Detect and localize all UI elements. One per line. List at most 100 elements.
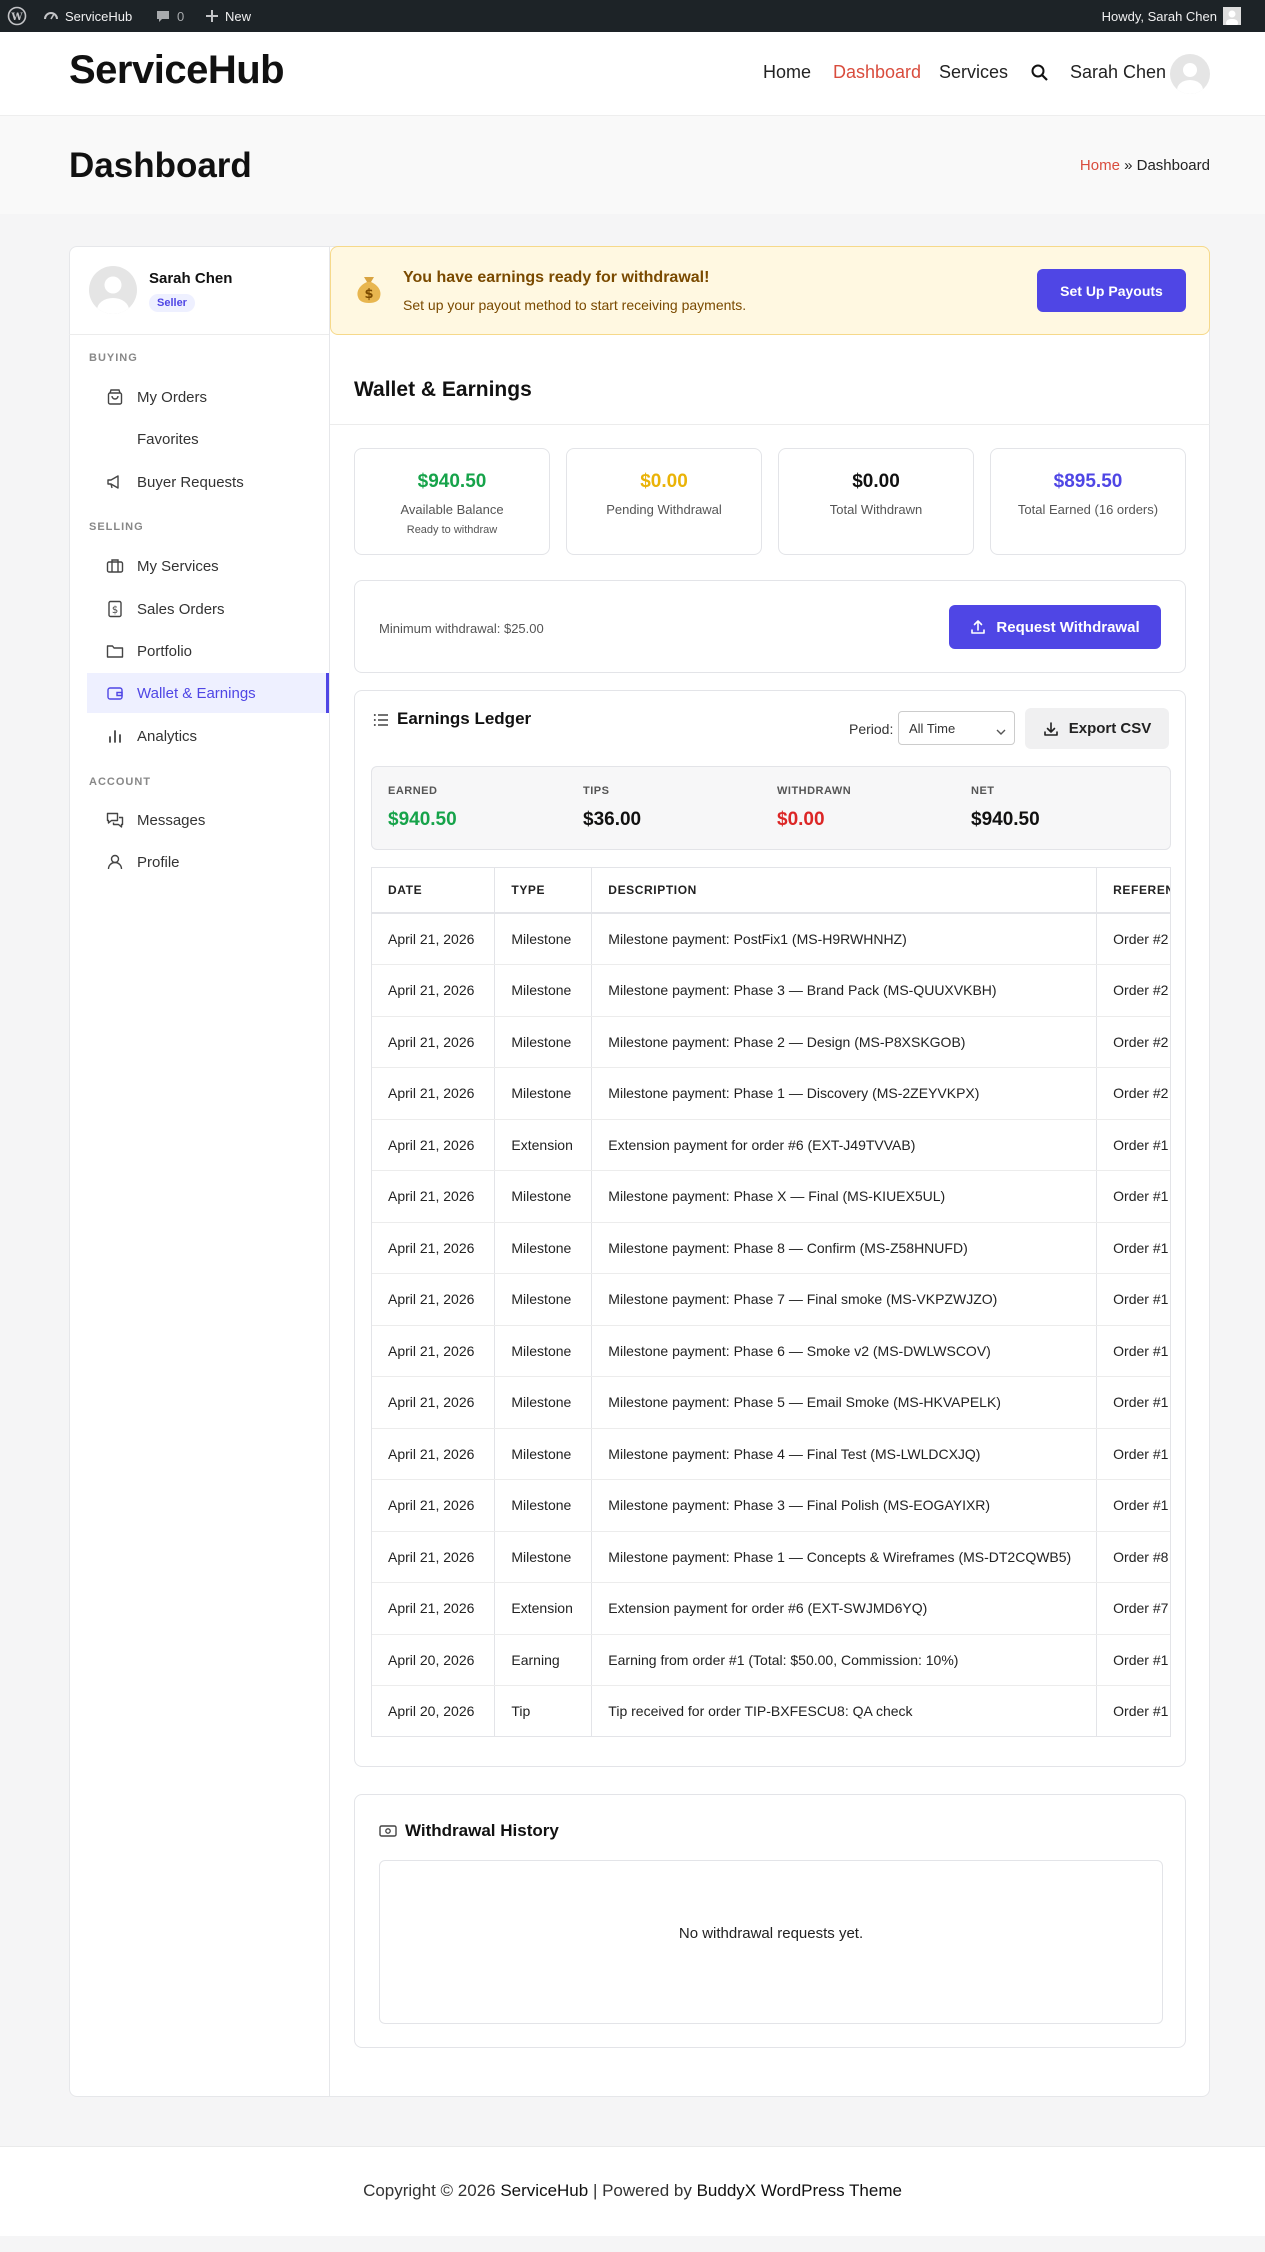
sidebar-item-analytics[interactable]: Analytics bbox=[87, 716, 329, 756]
page-title: Dashboard bbox=[69, 146, 252, 185]
stat-label: Pending Withdrawal bbox=[606, 502, 722, 517]
column-header-date: DATE bbox=[372, 868, 496, 914]
stat-value: $940.50 bbox=[417, 471, 487, 492]
sidebar-item-buyer-requests[interactable]: Buyer Requests bbox=[87, 462, 329, 502]
cell-date: April 21, 2026 bbox=[372, 1222, 496, 1274]
sidebar-item-portfolio[interactable]: Portfolio bbox=[87, 631, 329, 671]
cell-date: April 20, 2026 bbox=[372, 1634, 496, 1686]
ledger-table-scroll[interactable]: DATE TYPE DESCRIPTION REFERENCE April 21… bbox=[371, 867, 1171, 1737]
setup-payouts-button[interactable]: Set Up Payouts bbox=[1037, 269, 1186, 312]
cell-date: April 21, 2026 bbox=[372, 913, 496, 965]
stat-total-earned: $895.50 Total Earned (16 orders) bbox=[990, 448, 1186, 555]
summary-earned: EARNED $940.50 bbox=[388, 785, 457, 831]
admin-comments-link[interactable]: 0 bbox=[155, 0, 184, 32]
cell-date: April 21, 2026 bbox=[372, 1376, 496, 1429]
stat-value: $0.00 bbox=[640, 471, 688, 492]
cell-reference: Order #1 bbox=[1096, 1222, 1170, 1274]
export-csv-button[interactable]: Export CSV bbox=[1025, 708, 1169, 749]
svg-text:$: $ bbox=[364, 287, 373, 302]
comments-count: 0 bbox=[177, 8, 185, 24]
cell-date: April 21, 2026 bbox=[372, 1428, 496, 1480]
cell-description: Earning from order #1 (Total: $50.00, Co… bbox=[591, 1634, 1098, 1686]
period-select[interactable]: All Time bbox=[898, 711, 1015, 745]
table-row: April 21, 2026 Milestone Milestone payment… bbox=[372, 964, 1170, 1017]
sidebar-item-my-services[interactable]: My Services bbox=[87, 546, 329, 586]
admin-new-link[interactable]: New bbox=[205, 0, 251, 32]
withdrawal-request-box: Minimum withdrawal: $25.00 Request Withd… bbox=[354, 580, 1186, 673]
header-avatar[interactable] bbox=[1170, 54, 1210, 94]
ledger-table-body: April 21, 2026 Milestone Milestone payment… bbox=[372, 913, 1170, 1736]
table-row: April 21, 2026 Milestone Milestone payment… bbox=[372, 913, 1170, 965]
cell-description: Milestone payment: Phase 6 — Smoke v2 (M… bbox=[591, 1325, 1098, 1377]
footer-site-link[interactable]: ServiceHub bbox=[500, 2181, 589, 2200]
sidebar-divider bbox=[69, 334, 329, 335]
cell-type: Extension bbox=[494, 1582, 593, 1635]
cell-type: Milestone bbox=[494, 1067, 593, 1120]
sidebar-item-profile[interactable]: Profile bbox=[87, 842, 329, 882]
cell-type: Milestone bbox=[494, 1273, 593, 1326]
earnings-ledger: Earnings Ledger Period: All Time Export … bbox=[354, 690, 1186, 1767]
summary-label: WITHDRAWN bbox=[777, 785, 852, 797]
table-row: April 21, 2026 Milestone Milestone payment… bbox=[372, 1325, 1170, 1377]
howdy-text: Howdy, Sarah Chen bbox=[1101, 8, 1217, 24]
bottom-strip bbox=[0, 2236, 1265, 2252]
period-label: Period: bbox=[849, 721, 894, 737]
money-bag-icon: $ bbox=[355, 274, 383, 312]
page-title-bar: Dashboard Home » Dashboard bbox=[0, 115, 1265, 214]
withdrawal-history-title: Withdrawal History bbox=[405, 1821, 559, 1840]
wordpress-logo-icon[interactable]: W bbox=[7, 0, 27, 32]
sidebar-item-my-orders[interactable]: My Orders bbox=[87, 377, 329, 417]
cell-description: Extension payment for order #6 (EXT-SWJM… bbox=[591, 1582, 1098, 1635]
cell-reference: Order #2 bbox=[1096, 1067, 1170, 1120]
footer-separator: | Powered by bbox=[588, 2181, 697, 2200]
minimum-withdrawal-text: Minimum withdrawal: $25.00 bbox=[379, 621, 544, 636]
summary-value: $940.50 bbox=[971, 809, 1040, 830]
cell-reference: Order #1 bbox=[1096, 1273, 1170, 1326]
table-row: April 21, 2026 Milestone Milestone payment… bbox=[372, 1222, 1170, 1274]
cell-reference: Order #1 bbox=[1096, 1325, 1170, 1377]
sidebar-item-messages[interactable]: Messages bbox=[87, 800, 329, 840]
admin-site-link[interactable]: ServiceHub bbox=[43, 0, 132, 32]
nav-services[interactable]: Services bbox=[939, 62, 1009, 82]
nav-home[interactable]: Home bbox=[763, 62, 812, 82]
sidebar-item-label: Analytics bbox=[137, 727, 198, 745]
admin-new-label: New bbox=[225, 8, 252, 24]
stat-available-balance: $940.50 Available Balance Ready to withd… bbox=[354, 448, 550, 555]
cell-description: Milestone payment: Phase 3 — Final Polis… bbox=[591, 1479, 1098, 1532]
briefcase-icon bbox=[105, 556, 125, 576]
sidebar-item-wallet-earnings[interactable]: Wallet & Earnings bbox=[87, 673, 329, 713]
table-row: April 21, 2026 Milestone Milestone payment… bbox=[372, 1479, 1170, 1532]
request-withdrawal-label: Request Withdrawal bbox=[996, 618, 1140, 636]
nav-dashboard[interactable]: Dashboard bbox=[833, 62, 922, 82]
sidebar-item-sales-orders[interactable]: $ Sales Orders bbox=[87, 589, 329, 629]
footer-theme-link[interactable]: BuddyX WordPress Theme bbox=[696, 2181, 902, 2200]
summary-value: $940.50 bbox=[388, 809, 457, 830]
empty-state-text: No withdrawal requests yet. bbox=[678, 1925, 864, 1942]
table-row: April 20, 2026 Tip Tip received for order … bbox=[372, 1685, 1170, 1736]
withdrawal-history: Withdrawal History No withdrawal request… bbox=[354, 1794, 1186, 2048]
summary-label: NET bbox=[971, 785, 995, 797]
search-icon[interactable] bbox=[1030, 63, 1050, 88]
breadcrumb-separator: » bbox=[1119, 157, 1137, 174]
bar-chart-icon bbox=[105, 726, 125, 746]
breadcrumb-home[interactable]: Home bbox=[1079, 157, 1120, 174]
cell-date: April 21, 2026 bbox=[372, 1479, 496, 1532]
sidebar-item-label: Messages bbox=[137, 811, 206, 829]
cell-date: April 21, 2026 bbox=[372, 1531, 496, 1583]
stat-value: $895.50 bbox=[1053, 471, 1123, 492]
cell-date: April 21, 2026 bbox=[372, 1325, 496, 1377]
footer-text: Copyright © 2026 ServiceHub | Powered by… bbox=[0, 2181, 1265, 2201]
cell-date: April 20, 2026 bbox=[372, 1685, 496, 1736]
comment-bubble-icon bbox=[157, 11, 169, 22]
sidebar: Sarah Chen Seller BUYING My Orders Favor… bbox=[69, 246, 330, 2097]
upload-icon bbox=[971, 620, 986, 634]
admin-account-link[interactable]: Howdy, Sarah Chen bbox=[1102, 0, 1241, 32]
cell-date: April 21, 2026 bbox=[372, 1016, 496, 1068]
stat-pending-withdrawal: $0.00 Pending Withdrawal bbox=[566, 448, 762, 555]
header-user-name[interactable]: Sarah Chen bbox=[1070, 62, 1167, 82]
sidebar-item-favorites[interactable]: Favorites bbox=[87, 419, 329, 459]
request-withdrawal-button[interactable]: Request Withdrawal bbox=[949, 605, 1161, 649]
withdrawal-history-box: No withdrawal requests yet. bbox=[379, 1860, 1163, 2024]
site-logo[interactable]: ServiceHub bbox=[69, 48, 285, 92]
cell-reference: Order #1 bbox=[1096, 1685, 1170, 1736]
